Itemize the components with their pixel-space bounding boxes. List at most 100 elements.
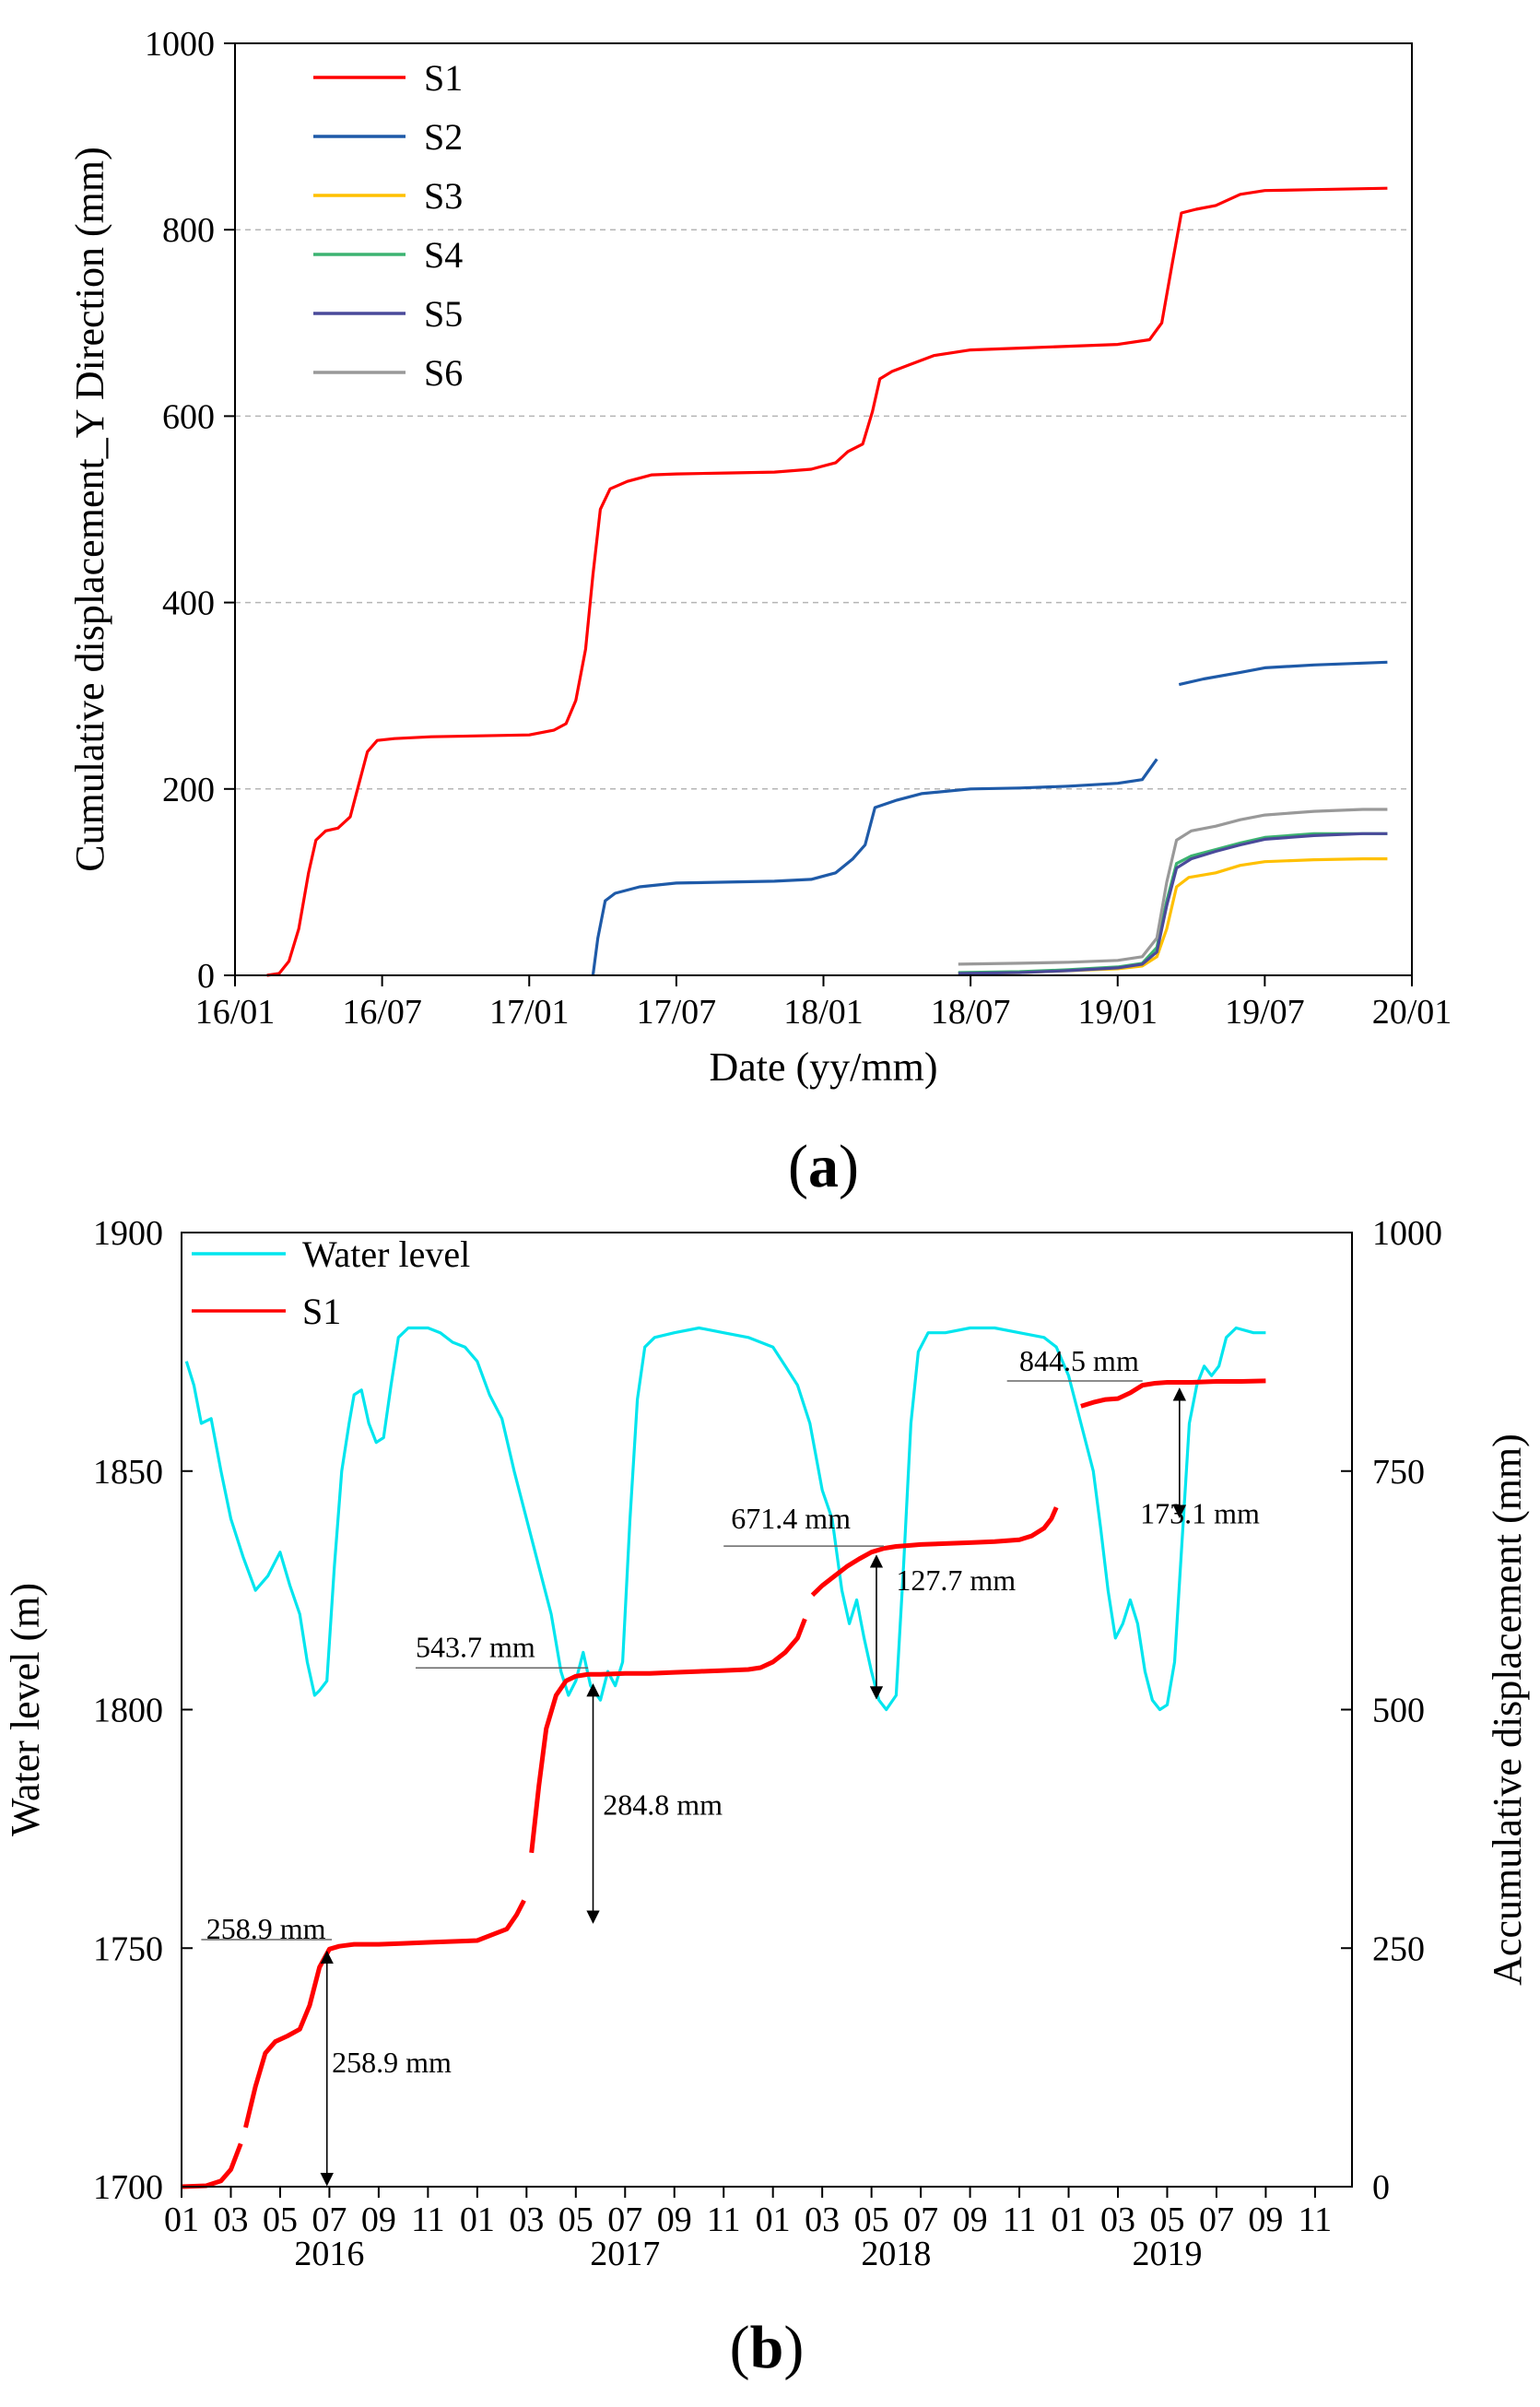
b-x-tick-label: 09 bbox=[361, 2201, 396, 2239]
panel-b-close-paren: ) bbox=[783, 2314, 804, 2381]
b-legend: Water level S1 bbox=[192, 1233, 470, 1332]
a-x-axis-title: Date (yy/mm) bbox=[709, 1044, 937, 1090]
b-x-tick-label: 11 bbox=[1299, 2201, 1333, 2239]
b-right-y-tick-label: 1000 bbox=[1372, 1214, 1442, 1253]
b-x-tick-label: 09 bbox=[657, 2201, 692, 2239]
a-y-tick-label: 0 bbox=[197, 957, 215, 996]
a-legend-label-s3: S3 bbox=[424, 175, 463, 217]
b-s1-segment bbox=[181, 2142, 243, 2189]
a-legend-label-s6: S6 bbox=[424, 352, 463, 394]
a-x-tick-label: 19/07 bbox=[1225, 993, 1305, 1032]
a-y-axis-title: Cumulative displacement_Y Direction (mm) bbox=[67, 147, 112, 872]
a-legend: S1 S2 S3 S4 S5 S6 bbox=[313, 57, 463, 394]
a-series-s1-line bbox=[266, 186, 1388, 977]
b-annotation-label: 844.5 mm bbox=[1019, 1344, 1139, 1377]
b-year-label: 2019 bbox=[1132, 2235, 1202, 2273]
a-x-tick-label: 17/01 bbox=[489, 993, 570, 1032]
a-series-lines bbox=[266, 186, 1388, 977]
b-right-y-axis-title: Accumulative displacement (mm) bbox=[1485, 1434, 1530, 1986]
b-left-y-tick-label: 1800 bbox=[93, 1692, 163, 1730]
panel-a-open-paren: ( bbox=[788, 1133, 808, 1200]
b-left-y-tick-label: 1900 bbox=[93, 1214, 163, 1253]
a-legend-label-s1: S1 bbox=[424, 57, 463, 99]
b-x-tick-label: 05 bbox=[558, 2201, 594, 2239]
a-x-tick-label: 18/07 bbox=[931, 993, 1011, 1032]
panel-label-a: (a) bbox=[788, 1133, 859, 1200]
panel-a-letter: a bbox=[808, 1133, 839, 1200]
a-x-ticks: 16/01 16/07 17/01 17/07 18/01 18/07 19/01 19/07… bbox=[195, 975, 1452, 1032]
b-annotation-label: 543.7 mm bbox=[416, 1631, 535, 1664]
b-x-tick-label: 05 bbox=[854, 2201, 889, 2239]
a-legend-label-s2: S2 bbox=[424, 116, 463, 158]
a-x-tick-label: 17/07 bbox=[637, 993, 717, 1032]
b-x-tick-label: 11 bbox=[411, 2201, 445, 2239]
a-y-tick-label: 400 bbox=[162, 584, 215, 623]
panel-label-b: (b) bbox=[730, 2314, 805, 2381]
b-year-label: 2016 bbox=[294, 2235, 364, 2273]
panel-b-open-paren: ( bbox=[730, 2314, 750, 2381]
b-legend-label: Water level bbox=[302, 1233, 470, 1275]
b-left-y-ticks: 1700 1750 1800 1850 1900 bbox=[93, 1214, 193, 2207]
b-annotation-label: 258.9 mm bbox=[332, 2046, 452, 2079]
a-y-tick-label: 800 bbox=[162, 211, 215, 250]
b-x-ticks: 01 03 05 07 09 11 01 03 05 07 09 11 01 03 05 07 09 11 01 03… bbox=[164, 2187, 1332, 2273]
a-legend-label-s5: S5 bbox=[424, 293, 463, 335]
b-x-tick-label: 01 bbox=[460, 2201, 495, 2239]
b-year-label: 2017 bbox=[590, 2235, 660, 2273]
a-x-tick-label: 16/01 bbox=[195, 993, 276, 1032]
b-left-y-tick-label: 1850 bbox=[93, 1453, 163, 1492]
panel-b: 258.9 mm 258.9 mm 543.7 mm 284.8 mm 671.4 mm… bbox=[3, 1214, 1530, 2381]
b-x-tick-label: 07 bbox=[1199, 2201, 1234, 2239]
b-x-tick-label: 01 bbox=[756, 2201, 791, 2239]
panel-b-letter: b bbox=[750, 2314, 784, 2381]
b-water-level-path bbox=[184, 1326, 1266, 1712]
a-series-s2-line bbox=[1178, 660, 1388, 687]
b-annotation-label: 284.8 mm bbox=[603, 1788, 723, 1821]
b-x-tick-label: 05 bbox=[263, 2201, 298, 2239]
b-left-y-axis-title: Water level (m) bbox=[3, 1583, 48, 1836]
b-x-tick-label: 03 bbox=[213, 2201, 248, 2239]
b-x-tick-label: 11 bbox=[1003, 2201, 1037, 2239]
b-s1-segment bbox=[529, 1618, 807, 1854]
b-x-tick-label: 01 bbox=[164, 2201, 199, 2239]
a-series-s6-line bbox=[958, 808, 1388, 966]
a-x-tick-label: 18/01 bbox=[783, 993, 864, 1032]
a-series-s5-line bbox=[958, 832, 1388, 975]
b-x-tick-label: 07 bbox=[903, 2201, 938, 2239]
b-s1-segment bbox=[243, 1899, 526, 2129]
b-right-y-tick-label: 0 bbox=[1372, 2168, 1390, 2207]
b-right-y-ticks: 0 250 500 750 1000 bbox=[1341, 1214, 1442, 2207]
a-x-tick-label: 16/07 bbox=[342, 993, 422, 1032]
b-s1-segment bbox=[1080, 1378, 1266, 1409]
b-water-level-line bbox=[184, 1326, 1266, 1712]
b-x-tick-label: 11 bbox=[707, 2201, 741, 2239]
b-x-tick-label: 07 bbox=[312, 2201, 347, 2239]
a-y-tick-label: 600 bbox=[162, 397, 215, 436]
b-right-y-tick-label: 500 bbox=[1372, 1692, 1425, 1730]
a-x-tick-label: 20/01 bbox=[1372, 993, 1452, 1032]
b-right-y-tick-label: 250 bbox=[1372, 1929, 1425, 1968]
b-annotation-label: 173.1 mm bbox=[1140, 1497, 1260, 1530]
b-x-tick-label: 09 bbox=[1248, 2201, 1283, 2239]
panel-a: 16/01 16/07 17/01 17/07 18/01 18/07 19/01 19/07… bbox=[67, 25, 1452, 1200]
a-x-tick-label: 19/01 bbox=[1077, 993, 1158, 1032]
a-plot-frame bbox=[234, 42, 1413, 976]
a-y-ticks: 0 200 400 600 800 1000 bbox=[145, 25, 235, 996]
b-x-tick-label: 05 bbox=[1149, 2201, 1184, 2239]
b-x-tick-label: 01 bbox=[1052, 2201, 1087, 2239]
a-y-tick-label: 1000 bbox=[145, 25, 215, 64]
b-legend-label: S1 bbox=[302, 1291, 341, 1332]
b-left-y-tick-label: 1700 bbox=[93, 2168, 163, 2207]
b-year-label: 2018 bbox=[861, 2235, 931, 2273]
b-x-tick-label: 03 bbox=[805, 2201, 840, 2239]
b-x-tick-label: 03 bbox=[509, 2201, 544, 2239]
b-x-tick-label: 07 bbox=[607, 2201, 642, 2239]
a-series-s2-line bbox=[591, 758, 1158, 976]
b-right-y-tick-label: 750 bbox=[1372, 1453, 1425, 1492]
panel-a-close-paren: ) bbox=[839, 1133, 859, 1200]
b-plot-frame bbox=[181, 1232, 1353, 2188]
b-annotations: 258.9 mm 258.9 mm 543.7 mm 284.8 mm 671.4 mm… bbox=[201, 1344, 1260, 2187]
b-left-y-tick-label: 1750 bbox=[93, 1929, 163, 1968]
b-x-tick-label: 03 bbox=[1100, 2201, 1135, 2239]
